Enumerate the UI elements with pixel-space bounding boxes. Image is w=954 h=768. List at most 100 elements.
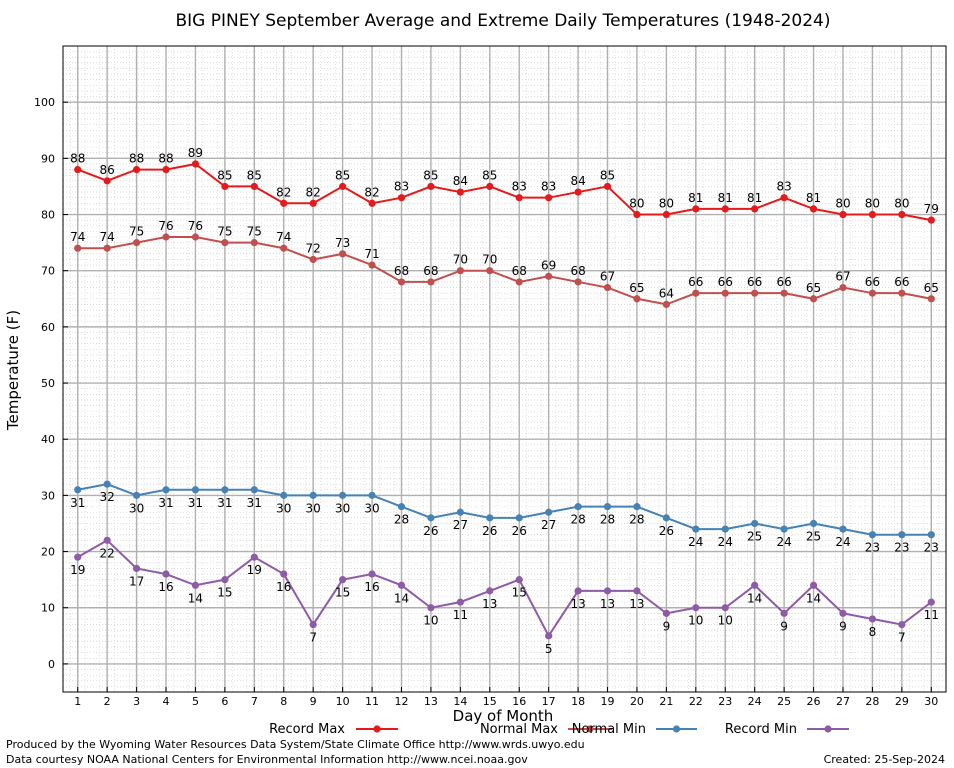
record-max-data-label: 85 [335,168,350,182]
y-tick-label: 20 [41,546,55,559]
normal-min-data-label: 24 [776,535,791,549]
normal-min-point [574,503,582,511]
record-min-data-label: 14 [747,591,762,605]
record-min-data-label: 14 [806,591,821,605]
normal-max-data-label: 76 [158,219,173,233]
record-min-point [221,576,229,584]
normal-max-point [162,233,170,241]
normal-min-point [839,525,847,533]
record-max-data-label: 82 [364,185,379,199]
record-min-point [339,576,347,584]
record-max-data-label: 85 [247,168,262,182]
record-min-data-label: 9 [839,619,847,633]
record-min-point [574,587,582,595]
record-min-data-label: 15 [512,586,527,600]
normal-min-data-label: 28 [629,513,644,527]
record-min-point [132,564,141,573]
record-min-data-label: 11 [924,608,939,622]
normal-min-data-label: 30 [335,501,350,515]
record-min-data-label: 5 [545,642,553,656]
legend-label-record-min: Record Min [725,722,797,737]
record-min-data-label: 7 [309,631,317,645]
normal-min-point [515,514,523,522]
normal-min-data-label: 28 [394,513,409,527]
record-min-point [103,536,111,544]
record-min-point [368,570,376,578]
normal-max-data-label: 73 [335,236,350,250]
record-max-data-label: 81 [747,191,762,205]
record-max-data-label: 84 [570,174,585,188]
record-min-data-label: 19 [247,563,262,577]
record-max-point [515,194,523,202]
record-max-point [397,194,406,202]
normal-max-point [898,289,906,297]
normal-max-point [486,267,494,275]
record-min-point [397,581,406,589]
x-tick-label: 13 [424,695,438,708]
x-tick-label: 18 [571,695,585,708]
normal-max-data-label: 75 [217,225,232,239]
record-min-data-label: 16 [158,580,173,594]
normal-min-data-label: 24 [688,535,703,549]
normal-min-point [339,491,347,499]
normal-min-series [74,480,935,539]
record-min-data-label: 16 [364,580,379,594]
record-min-data-label: 13 [600,597,615,611]
x-tick-label: 15 [483,695,497,708]
record-min-line [77,539,932,638]
normal-max-point [574,278,582,286]
record-min-data-label: 10 [688,614,703,628]
record-max-data-label: 88 [158,152,173,166]
normal-min-data-label: 30 [364,501,379,515]
x-tick-label: 14 [453,695,467,708]
normal-min-data-label: 28 [600,513,615,527]
record-min-data-label: 9 [663,619,671,633]
series-layer [74,160,935,640]
normal-min-data-label: 23 [924,541,939,555]
normal-min-point [221,486,229,494]
normal-min-point [898,531,906,539]
normal-max-data-label: 67 [600,270,615,284]
record-min-point [721,604,729,612]
normal-max-point [545,272,553,280]
record-max-point [898,210,906,219]
record-min-point [427,604,435,612]
legend-marker-normal-min [672,725,681,733]
record-min-point [603,587,612,595]
normal-max-point [839,283,847,292]
normal-max-data-label: 76 [188,219,203,233]
normal-min-point [103,480,111,488]
normal-min-point [633,503,641,511]
record-max-point [103,177,111,185]
record-min-data-label: 13 [570,597,585,611]
normal-min-point [250,486,258,494]
x-tick-label: 1 [74,695,81,708]
normal-min-point [780,525,788,533]
record-max-point [780,194,788,202]
normal-max-point [692,289,700,297]
record-min-data-label: 17 [129,574,144,588]
record-min-point [515,576,523,584]
x-tick-label: 6 [221,695,228,708]
y-axis-label: Temperature (F) [4,310,22,431]
record-max-line [77,162,932,222]
normal-max-data-label: 68 [570,264,585,278]
record-min-point [927,598,935,606]
x-axis-label: Day of Month [453,707,554,725]
normal-max-point [868,289,877,297]
normal-max-point [132,239,141,247]
normal-max-data-label: 72 [306,241,321,255]
normal-max-point [780,289,788,297]
normal-max-data-label: 65 [924,281,939,295]
record-max-point [250,182,258,191]
record-min-data-label: 7 [898,631,906,645]
normal-max-point [397,278,406,286]
normal-min-data-label: 26 [482,524,497,538]
legend-marker-normal-max [586,725,594,733]
x-tick-label: 7 [251,695,258,708]
normal-max-data-label: 75 [247,225,262,239]
record-max-point [74,165,82,174]
normal-min-point [132,491,141,499]
